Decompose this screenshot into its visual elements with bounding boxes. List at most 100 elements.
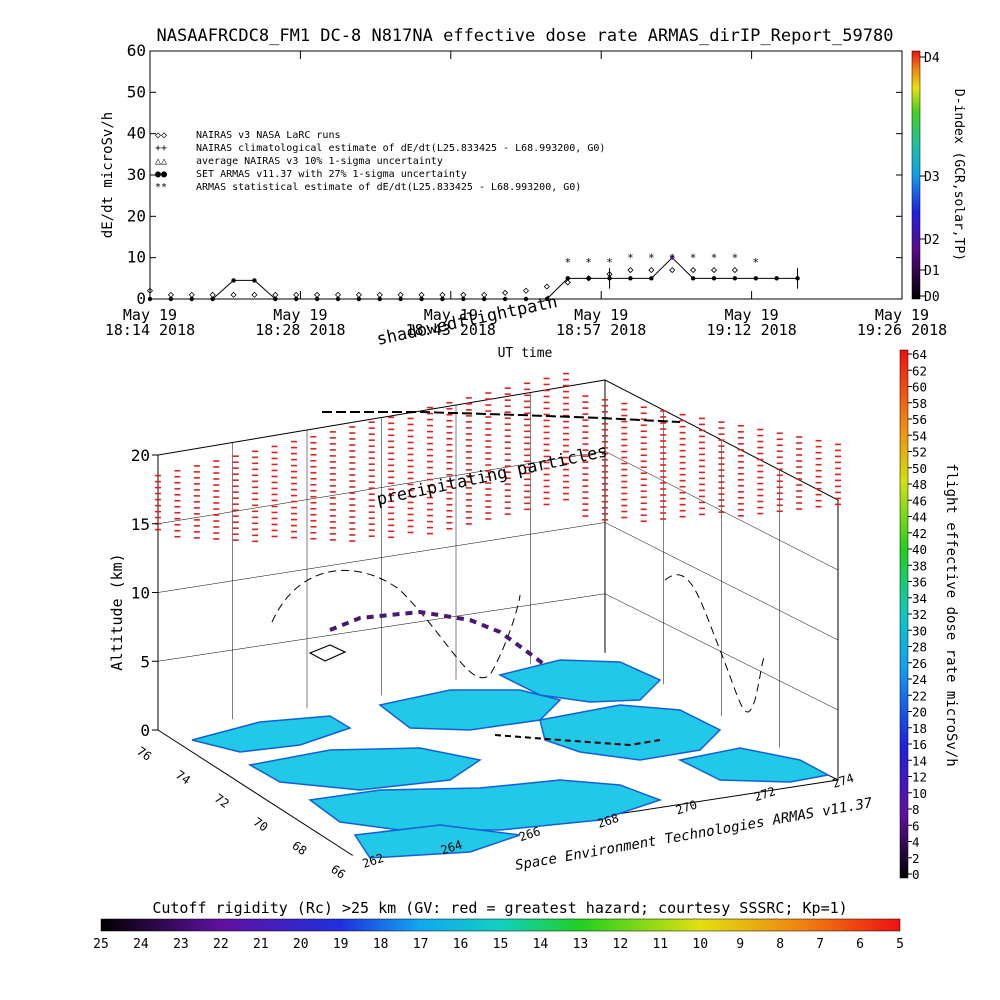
series-armas-point [690,276,696,281]
d-index-tick-label: D3 [924,170,940,185]
d-index-tick-label: D1 [924,264,940,279]
dose-rate-tick-label: 22 [912,688,927,703]
longitude-tick-label: 266 [517,824,542,844]
map-landmass-4 [353,824,521,859]
dose-rate-tick-label: 50 [912,461,927,476]
top-y-axis-label: dE/dt microSv/h [100,112,116,238]
d-index-tick-label: D4 [924,51,940,66]
map-landmass-1 [191,715,352,753]
series-armas-point [732,276,738,281]
series-armas-point [711,276,717,281]
dose-rate-tick-label: 58 [912,396,927,411]
floor-front [157,729,839,856]
map-landmass-8 [677,747,831,783]
shadowed-flightpath-annotation: shadowedflightpath [375,292,559,350]
series-armas-point [440,296,445,302]
map-floor [190,650,831,860]
dose-rate-tick-label: 46 [912,493,927,508]
series-nairas-point [690,267,697,274]
dose-rate-tick-label: 62 [912,363,927,378]
dose-rate-tick-label: 4 [912,835,920,850]
x-tick-label-line1: May 19 [875,306,929,324]
d-index-gradient [911,50,921,300]
cutoff-tick-label: 20 [293,937,309,952]
series-armas-point [398,296,403,302]
dose-rate-tick-label: 26 [912,656,927,671]
cutoff-tick-label: 9 [736,937,744,952]
series-nairas-point [522,287,530,294]
dose-rate-tick-label: 2 [912,851,920,866]
dose-rate-tick-label: 12 [912,770,927,785]
dose-rate-tick-label: 24 [912,672,927,687]
series-nairas-point [460,291,467,298]
dose-rate-label: flight effective dose rate microSv/h [943,463,959,766]
ground-track [494,734,661,747]
cutoff-tick-label: 25 [93,937,109,952]
x-tick-label-line1: May 19 [273,306,327,324]
dose-rate-tick-label: 54 [912,428,927,443]
cutoff-tick-label: 22 [213,937,229,952]
dose-rate-tick-label: 32 [912,607,927,622]
dose-rate-tick-label: 52 [912,445,927,460]
series-nairas-point [230,291,237,298]
series-nairas-point [188,291,195,298]
cutoff-tick-label: 11 [652,937,668,952]
series-nairas-point [585,275,592,282]
longitude-tick-label: 270 [674,798,699,818]
flight-altitude-dashed [271,569,521,679]
series-nairas-point [293,291,300,298]
x-tick-label-line2: 19:12 2018 [706,321,796,339]
dose-rate-tick-label: 48 [912,477,927,492]
series-armas-point [565,276,570,281]
cutoff-label: Cutoff rigidity (Rc) >25 km (GV: red = g… [152,899,847,917]
figure-title: NASAAFRCDC8_FM1 DC-8 N817NA effective do… [157,26,894,46]
x-tick-label-line2: 19:26 2018 [857,321,947,339]
cutoff-tick-label: 7 [816,937,824,952]
legend-text: NAIRAS v3 NASA LaRC runs [196,130,341,141]
dose-rate-tick-label: 10 [912,786,927,801]
y-tick-label: 50 [127,82,146,101]
bottom-3d-plot: shadowedflightpath precipitating particl… [108,292,874,882]
legend-symbol: ●● [155,169,167,180]
series-stat-point: * [711,252,718,265]
flight-track-marks [329,609,547,667]
precipitating-particles-annotation: precipitating particles [375,441,609,510]
x-tick-label-line1: May 19 [424,306,478,324]
top-y-axis: 0 10 20 30 40 50 60 [127,41,902,308]
x-tick-label-line2: 18:28 2018 [255,321,345,339]
series-nairas-point [627,267,634,274]
x-tick-label-line2: 18:14 2018 [105,321,195,339]
longitude-tick-label: 268 [596,811,621,831]
dose-rate-tick-label: 20 [912,705,927,720]
series-nairas-point [146,287,154,294]
dose-rate-tick-label: 34 [912,591,927,606]
dose-rate-tick-label: 60 [912,380,927,395]
series-stat-point: * [732,252,739,265]
series-nairas-point [502,289,509,296]
series-stat-point: * [585,256,592,269]
latitude-tick-label: 76 [134,744,154,764]
series-nairas-point [543,283,550,290]
latitude-tick-label: 66 [328,862,348,882]
latitude-axis: 76 74 72 70 68 66 [134,744,348,882]
d-index-tick-label: D2 [924,233,940,248]
flight-path [271,411,766,747]
cutoff-tick-label: 17 [413,937,429,952]
dose-rate-colorbar: 0246810121416182022242628303234363840424… [899,347,959,882]
cutoff-tick-label: 6 [856,937,864,952]
map-landmass-6 [497,659,662,703]
series-armas-point [482,296,487,302]
dose-rate-tick-label: 38 [912,558,927,573]
x-tick-label-line1: May 19 [574,306,628,324]
series-armas-point [628,276,633,281]
latitude-tick-label: 70 [251,815,271,835]
series-nairas-point [272,291,279,298]
altitude-tick-label: 5 [140,652,150,671]
top-flight-track [322,411,681,423]
top-legend: ◇◇ NAIRAS v3 NASA LaRC runs ++ NAIRAS clima… [155,130,605,193]
dose-rate-tick-label: 64 [912,347,927,362]
series-armas-point [294,296,299,302]
cutoff-tick-label: 19 [333,937,349,952]
series-nairas-point [648,267,655,274]
legend-symbol: ◇◇ [155,130,167,141]
